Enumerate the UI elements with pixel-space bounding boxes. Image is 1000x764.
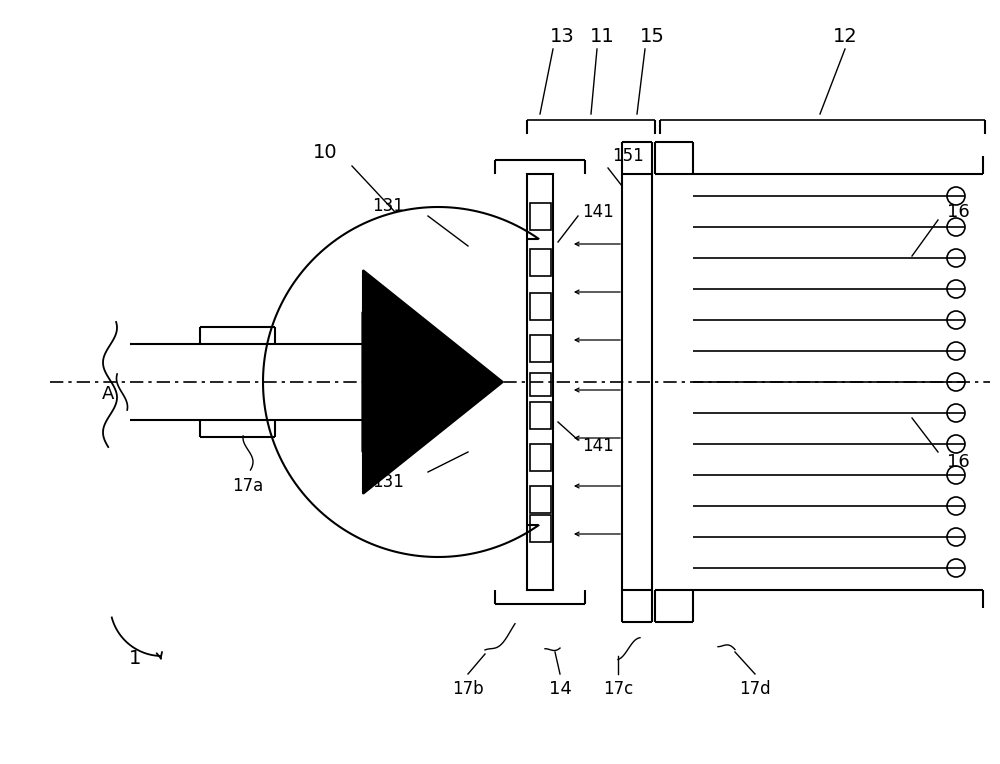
Text: 17b: 17b	[452, 680, 484, 698]
Text: 141: 141	[582, 203, 614, 221]
Text: 17c: 17c	[603, 680, 633, 698]
Bar	[530, 515, 550, 542]
Bar	[530, 402, 550, 429]
Text: 17a: 17a	[232, 477, 264, 495]
Text: 17d: 17d	[739, 680, 771, 698]
Text: 10: 10	[313, 143, 337, 161]
Bar	[530, 335, 550, 362]
Text: 131: 131	[372, 197, 404, 215]
Text: 1: 1	[129, 649, 141, 668]
Bar	[530, 249, 550, 276]
Text: 13: 13	[550, 27, 574, 46]
Text: 16: 16	[947, 453, 969, 471]
Text: 16: 16	[947, 203, 969, 221]
Text: 14: 14	[549, 680, 571, 698]
Text: 11: 11	[590, 27, 614, 46]
Bar	[530, 444, 550, 471]
Bar	[530, 203, 550, 230]
Text: 15: 15	[640, 27, 664, 46]
Bar	[622, 174, 652, 590]
Text: 151: 151	[612, 147, 644, 165]
Text: 141: 141	[582, 437, 614, 455]
Bar	[530, 293, 550, 320]
Bar	[530, 373, 550, 396]
Bar	[527, 174, 553, 590]
Bar	[530, 486, 550, 513]
Text: 12: 12	[833, 27, 857, 46]
Text: 131: 131	[372, 473, 404, 491]
Text: A: A	[102, 385, 114, 403]
